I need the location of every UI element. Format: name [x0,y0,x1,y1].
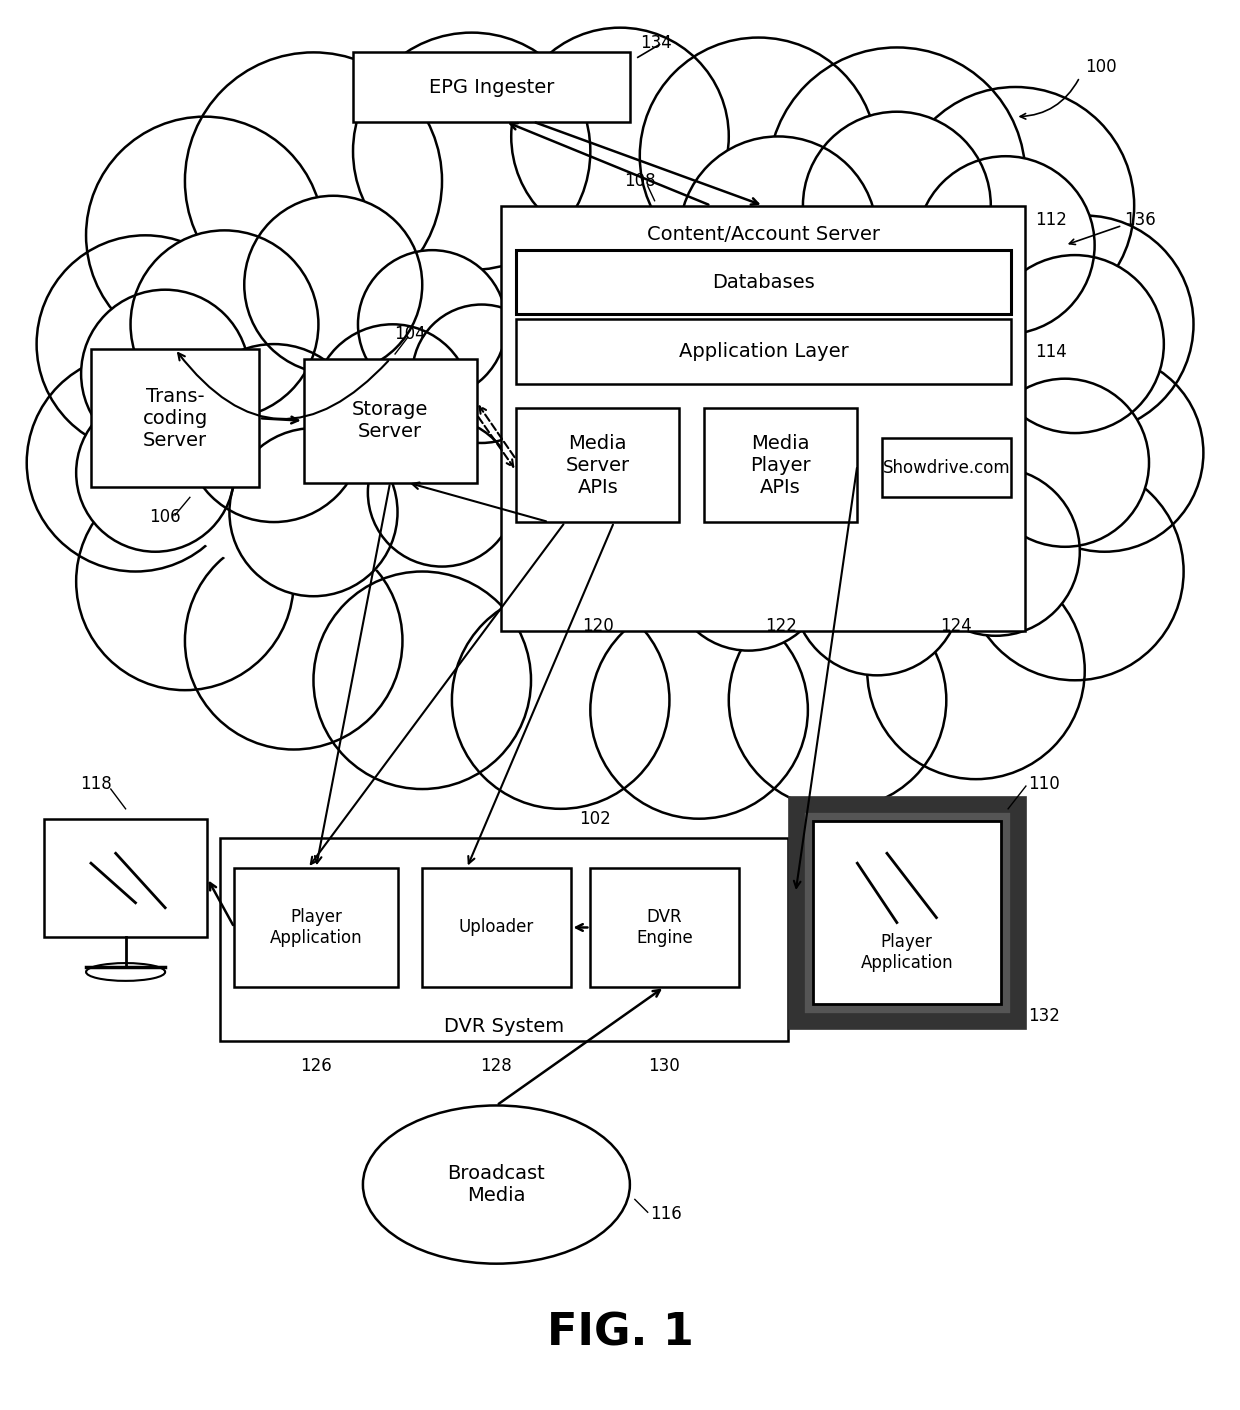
Text: EPG Ingester: EPG Ingester [429,78,554,96]
Bar [353,52,630,121]
Bar [219,839,789,1041]
Circle shape [794,508,961,675]
Circle shape [640,38,877,275]
Circle shape [244,196,423,374]
Circle shape [423,403,817,799]
Text: Uploader: Uploader [459,918,534,936]
Text: Databases: Databases [712,272,815,292]
Text: Media
Server
APIs: Media Server APIs [565,434,630,496]
Text: Showdrive.com: Showdrive.com [883,458,1011,477]
Text: FIG. 1: FIG. 1 [547,1311,693,1355]
Circle shape [229,429,398,596]
Circle shape [130,230,319,419]
Bar [516,250,1011,314]
Circle shape [413,305,551,443]
Circle shape [511,28,729,245]
Bar [516,320,1011,384]
Text: 128: 128 [481,1058,512,1074]
Circle shape [769,48,1025,305]
Circle shape [81,289,249,458]
Circle shape [185,52,441,309]
Circle shape [324,127,916,721]
Circle shape [867,561,1085,780]
Text: 134: 134 [640,34,672,52]
Text: 112: 112 [1035,212,1068,230]
Text: Storage
Server: Storage Server [352,400,428,441]
Circle shape [699,206,1095,601]
Text: 124: 124 [940,618,972,634]
Circle shape [986,255,1164,433]
Text: 102: 102 [579,809,611,828]
Circle shape [966,462,1184,680]
Ellipse shape [363,1105,630,1263]
Bar [423,869,570,987]
Circle shape [680,137,877,334]
Text: Trans-
coding
Server: Trans- coding Server [143,386,207,450]
Bar [501,206,1025,630]
Bar [812,821,1001,1004]
Circle shape [37,235,254,453]
Bar [304,360,476,482]
Circle shape [353,32,590,269]
Bar [704,409,857,522]
Ellipse shape [86,963,165,981]
Bar [234,869,398,987]
Circle shape [729,591,946,809]
Circle shape [76,393,234,551]
Text: 132: 132 [1028,1008,1060,1025]
Text: 106: 106 [149,508,181,526]
Circle shape [670,492,827,650]
Circle shape [1006,354,1203,551]
Bar [882,439,1011,498]
Circle shape [76,472,294,689]
Text: Application Layer: Application Layer [678,343,848,361]
Bar [516,409,680,522]
Circle shape [135,226,491,581]
Circle shape [185,344,363,522]
Text: Player
Application: Player Application [269,908,362,948]
Text: 100: 100 [1085,58,1116,76]
Circle shape [911,468,1080,636]
Circle shape [314,324,471,482]
Bar [45,819,207,938]
Circle shape [590,601,808,819]
Text: Player
Application: Player Application [861,933,954,971]
Text: 108: 108 [624,172,656,190]
Circle shape [314,571,531,790]
Circle shape [897,87,1135,324]
Circle shape [86,117,324,354]
Bar [91,350,259,488]
Text: 126: 126 [300,1058,332,1074]
Text: Media
Player
APIs: Media Player APIs [750,434,811,496]
Text: DVR System: DVR System [444,1017,564,1036]
Text: 136: 136 [1125,212,1156,230]
Bar [796,804,1018,1021]
Circle shape [981,379,1149,547]
Circle shape [451,591,670,809]
Text: 130: 130 [649,1058,681,1074]
Circle shape [804,111,991,299]
Circle shape [368,419,516,567]
Text: Content/Account Server: Content/Account Server [647,226,880,244]
Circle shape [916,157,1095,334]
Text: 114: 114 [1035,343,1068,361]
Circle shape [976,216,1194,433]
Text: 104: 104 [394,326,425,343]
Circle shape [358,250,506,399]
Text: Broadcast
Media: Broadcast Media [448,1165,546,1206]
Circle shape [185,532,403,750]
Circle shape [630,206,1065,640]
Bar [590,869,739,987]
Text: 116: 116 [650,1206,682,1224]
Text: 122: 122 [765,618,796,634]
Circle shape [185,235,620,670]
Text: 118: 118 [81,776,112,792]
Circle shape [27,354,244,571]
Text: DVR
Engine: DVR Engine [636,908,693,948]
Text: 120: 120 [582,618,614,634]
Text: 110: 110 [1028,776,1060,792]
